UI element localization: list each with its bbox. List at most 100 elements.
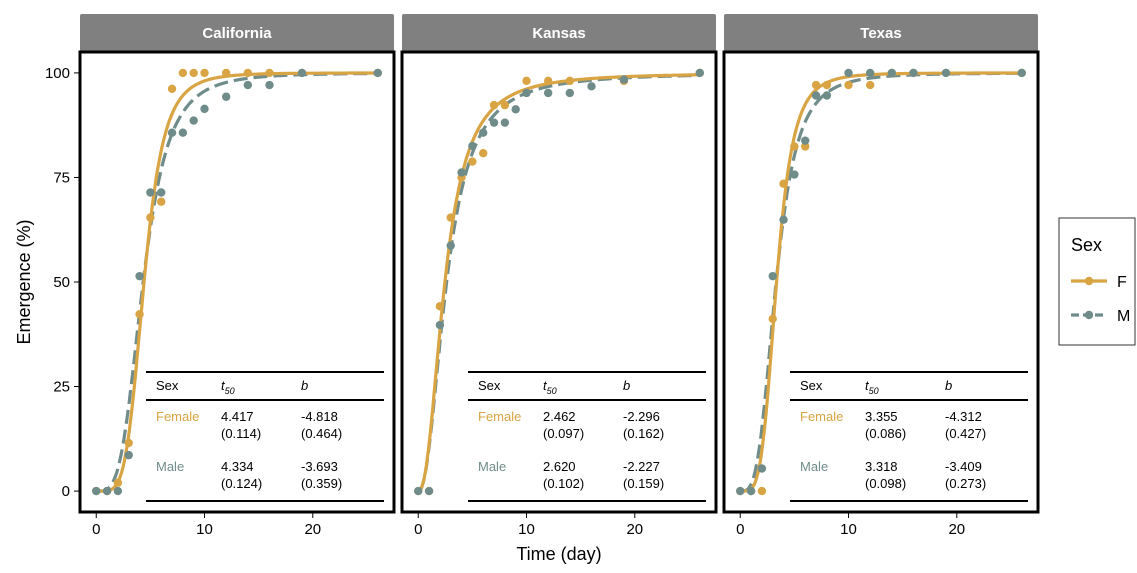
data-point-m <box>157 188 166 197</box>
data-point-m <box>167 128 177 137</box>
data-point-m <box>146 188 155 197</box>
y-axis-title: Emergence (%) <box>14 219 34 344</box>
fit-curve-m <box>418 73 700 493</box>
y-tick-label: 50 <box>53 274 70 291</box>
x-tick-label: 0 <box>736 521 744 538</box>
data-point-m <box>265 80 274 90</box>
data-point-f <box>844 80 853 90</box>
table-header-b: b <box>301 378 308 393</box>
table-t50-value: 3.355 <box>865 409 898 424</box>
data-point-f <box>113 478 123 487</box>
data-point-f <box>446 213 455 222</box>
param-table-bg <box>790 372 1028 501</box>
data-point-f <box>779 179 788 188</box>
table-b-se: (0.464) <box>301 426 342 441</box>
table-header-sex: Sex <box>800 378 823 393</box>
param-table-bg <box>146 372 384 501</box>
table-row-label: Female <box>478 409 521 424</box>
data-point-f <box>865 80 875 90</box>
data-point-m <box>1017 68 1026 78</box>
y-tick-label: 25 <box>53 379 70 396</box>
table-b-se: (0.427) <box>945 426 986 441</box>
data-point-m <box>522 88 531 98</box>
data-point-m <box>822 91 832 100</box>
data-point-m <box>511 105 520 114</box>
data-point-m <box>435 320 445 330</box>
data-point-m <box>243 80 253 90</box>
legend-label-m: M <box>1117 308 1130 325</box>
data-point-m <box>768 271 777 281</box>
table-t50-value: 3.318 <box>865 459 898 474</box>
data-point-m <box>500 118 510 127</box>
table-b-se: (0.273) <box>945 476 986 491</box>
table-b-se: (0.159) <box>623 476 664 491</box>
data-point-m <box>844 68 853 78</box>
data-point-f <box>811 80 821 90</box>
data-point-m <box>790 170 799 179</box>
data-point-f <box>522 76 531 86</box>
facet-title: Texas <box>860 25 901 42</box>
panel-texas: Texas 0 10 20 Sex t50 b Female 3.355 (0.086) -4.31… <box>722 14 1040 538</box>
data-point-m <box>565 88 575 98</box>
data-point-f <box>243 68 253 78</box>
table-t50-se: (0.098) <box>865 476 906 491</box>
x-tick-label: 20 <box>626 521 643 538</box>
data-point-f <box>135 310 144 319</box>
table-b-se: (0.162) <box>623 426 664 441</box>
table-t50-value: 2.462 <box>543 409 576 424</box>
table-header-t50: t50 <box>865 378 879 396</box>
data-point-m <box>887 68 897 78</box>
data-point-m <box>489 118 499 127</box>
data-point-f <box>200 68 209 78</box>
data-point-m <box>909 68 918 78</box>
data-point-m <box>373 68 382 78</box>
data-point-m <box>736 486 745 496</box>
plot-border <box>78 50 396 514</box>
data-point-f <box>801 142 810 151</box>
x-axis-title: Time (day) <box>516 544 601 564</box>
table-row-label: Female <box>156 409 199 424</box>
legend: Sex FM <box>1058 217 1136 346</box>
data-point-m <box>801 136 810 145</box>
x-tick-label: 10 <box>196 521 213 538</box>
table-b-value: -4.818 <box>301 409 338 424</box>
table-row-label: Male <box>478 459 506 474</box>
table-b-value: -2.227 <box>623 459 660 474</box>
table-header-t50: t50 <box>221 378 235 396</box>
data-point-m <box>757 464 767 473</box>
data-point-f <box>479 149 488 158</box>
data-point-m <box>779 215 788 224</box>
y-tick-label: 100 <box>45 65 70 82</box>
data-point-m <box>124 450 133 460</box>
fit-curve-f <box>96 71 378 493</box>
data-point-m <box>297 68 307 78</box>
data-point-f <box>500 100 510 110</box>
legend-marker-m <box>1084 310 1094 320</box>
y-tick-label: 75 <box>53 169 70 186</box>
data-point-f <box>221 68 231 78</box>
data-point-m <box>189 116 198 125</box>
table-row-label: Male <box>156 459 184 474</box>
panel-kansas: Kansas 0 10 20 Sex t50 b Female 2.462 (0.097) -2.2… <box>400 14 718 538</box>
data-point-m <box>543 88 553 98</box>
data-point-f <box>189 68 198 78</box>
plot-border <box>722 50 1040 514</box>
facet-title: Kansas <box>532 25 585 42</box>
data-point-f <box>543 76 553 86</box>
x-tick-label: 10 <box>840 521 857 538</box>
data-point-f <box>157 197 166 206</box>
facet-title: California <box>202 25 272 42</box>
table-b-se: (0.359) <box>301 476 342 491</box>
table-header-sex: Sex <box>156 378 179 393</box>
data-point-m <box>479 128 488 137</box>
table-b-value: -2.296 <box>623 409 660 424</box>
table-row-label: Female <box>800 409 843 424</box>
facet-strip <box>402 14 716 52</box>
x-tick-label: 0 <box>92 521 100 538</box>
table-b-value: -3.409 <box>945 459 982 474</box>
data-point-f <box>790 142 799 151</box>
data-point-m <box>414 486 423 496</box>
x-tick-label: 10 <box>518 521 535 538</box>
